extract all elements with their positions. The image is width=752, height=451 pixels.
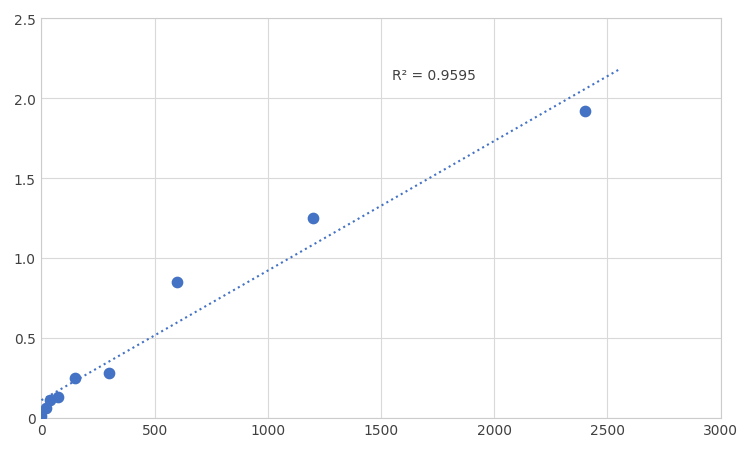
Point [307,215,319,222]
Point [53,393,65,400]
Point [69,374,81,382]
Point [103,369,115,377]
Text: R² = 0.9595: R² = 0.9595 [393,69,476,83]
Point [40,405,52,412]
Point [171,279,183,286]
Point [35,412,47,419]
Point [579,108,591,115]
Point [44,396,56,404]
